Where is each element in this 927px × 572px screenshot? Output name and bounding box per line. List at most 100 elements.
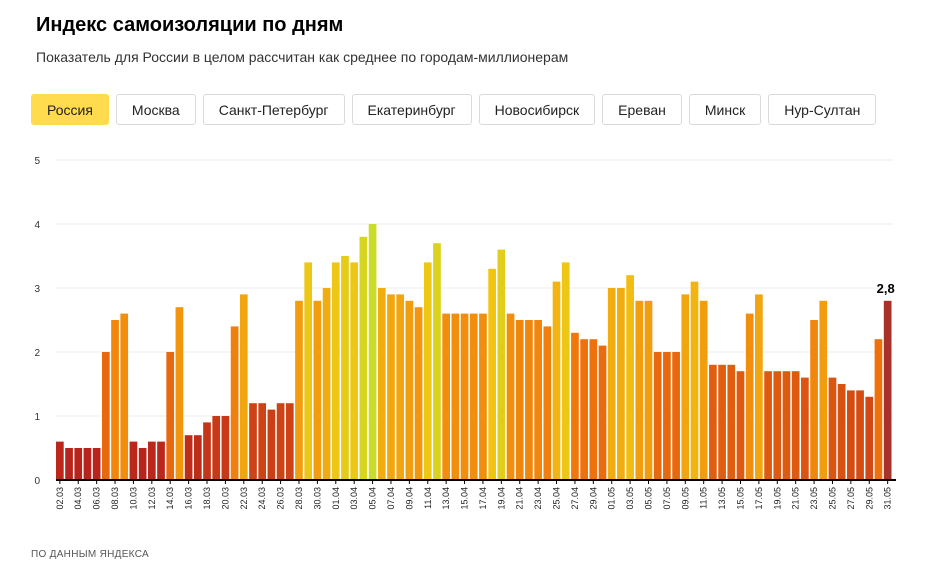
bar [709, 364, 717, 480]
bar [147, 441, 156, 480]
data-source-note: ПО ДАННЫМ ЯНДЕКСА [31, 549, 149, 560]
bar [469, 313, 478, 480]
y-tick-label: 2 [34, 348, 40, 359]
x-tick-label: 05.05 [644, 487, 654, 510]
bar [847, 390, 855, 480]
x-tick-label: 15.04 [460, 487, 470, 510]
bar [166, 352, 175, 480]
y-tick-label: 0 [34, 476, 40, 487]
bar [221, 416, 230, 480]
bar [203, 422, 211, 480]
x-tick-label: 18.03 [202, 487, 212, 510]
tab-nur-sultan[interactable]: Нур-Султан [768, 94, 877, 125]
x-tick-label: 24.03 [257, 487, 267, 510]
tab-moscow[interactable]: Москва [115, 94, 196, 125]
bar [745, 313, 754, 480]
bar [396, 294, 405, 480]
x-tick-label: 17.04 [478, 487, 488, 510]
x-tick-label: 20.03 [220, 487, 230, 510]
bar [331, 262, 340, 480]
bar [423, 262, 432, 480]
city-tabs: Россия Москва Санкт-Петербург Екатеринбу… [31, 94, 877, 125]
bar [295, 300, 303, 480]
bar [83, 448, 92, 480]
tab-yerevan[interactable]: Ереван [602, 94, 682, 125]
bar [111, 320, 119, 480]
x-tick-label: 02.03 [55, 487, 65, 510]
bar [653, 352, 662, 480]
bar [74, 448, 83, 480]
bar [313, 300, 322, 480]
bar [626, 275, 634, 480]
bar [56, 441, 64, 480]
bar [819, 300, 828, 480]
x-tick-label: 13.04 [441, 487, 451, 510]
tab-saint-petersburg[interactable]: Санкт-Петербург [202, 94, 345, 125]
bar [368, 224, 377, 480]
bar [65, 448, 73, 480]
bar [828, 377, 837, 480]
x-tick-label: 01.05 [607, 487, 617, 510]
bar [755, 294, 763, 480]
x-tick-label: 30.03 [312, 487, 322, 510]
x-tick-label: 29.05 [864, 487, 874, 510]
x-tick-label: 12.03 [147, 487, 157, 510]
tab-russia[interactable]: Россия [31, 94, 109, 125]
bar [322, 288, 331, 480]
tab-minsk[interactable]: Минск [688, 94, 762, 125]
bar [488, 268, 496, 480]
x-tick-label: 14.03 [165, 487, 175, 510]
bar [433, 243, 441, 480]
bar [663, 352, 671, 480]
page-title: Индекс самоизоляции по дням [36, 14, 344, 36]
x-tick-label: 19.05 [772, 487, 782, 510]
x-tick-label: 27.04 [570, 487, 580, 510]
bar [598, 345, 607, 480]
bar [341, 256, 349, 480]
bar [727, 364, 736, 480]
x-tick-label: 21.05 [791, 487, 801, 510]
bar [184, 435, 193, 480]
bar [856, 390, 864, 480]
bar [193, 435, 202, 480]
bar [635, 300, 644, 480]
bar [267, 409, 276, 480]
bar [387, 294, 395, 480]
bar [801, 377, 809, 480]
bar [479, 313, 487, 480]
bar [138, 448, 147, 480]
x-tick-label: 08.03 [110, 487, 120, 510]
x-tick-label: 09.05 [680, 487, 690, 510]
x-tick-label: 27.05 [846, 487, 856, 510]
bar [451, 313, 460, 480]
bar [442, 313, 451, 480]
bar [681, 294, 690, 480]
bar [175, 307, 184, 480]
bar [617, 288, 625, 480]
bar [782, 371, 791, 480]
x-tick-label: 26.03 [276, 487, 286, 510]
x-tick-label: 19.04 [496, 487, 506, 510]
bar [377, 288, 386, 480]
tab-novosibirsk[interactable]: Новосибирск [478, 94, 596, 125]
bar [497, 249, 506, 480]
bar [791, 371, 800, 480]
y-tick-label: 1 [34, 412, 40, 423]
bar [506, 313, 515, 480]
bar [239, 294, 248, 480]
bar [690, 281, 699, 480]
bar [230, 326, 239, 480]
bar [736, 371, 745, 480]
bar [672, 352, 680, 480]
bar [515, 320, 524, 480]
bar [874, 339, 883, 480]
x-tick-label: 07.04 [386, 487, 396, 510]
self-isolation-bar-chart: 0 1 2 3 4 5 02.03 04.03 06.03 08.03 10.03 12.03 14.0… [34, 156, 896, 510]
bar [589, 339, 598, 480]
x-tick-label: 01.04 [331, 487, 341, 510]
x-tick-label: 28.03 [294, 487, 304, 510]
x-tick-label: 15.05 [735, 487, 745, 510]
bar [92, 448, 101, 480]
bar [764, 371, 772, 480]
tab-yekaterinburg[interactable]: Екатеринбург [351, 94, 472, 125]
